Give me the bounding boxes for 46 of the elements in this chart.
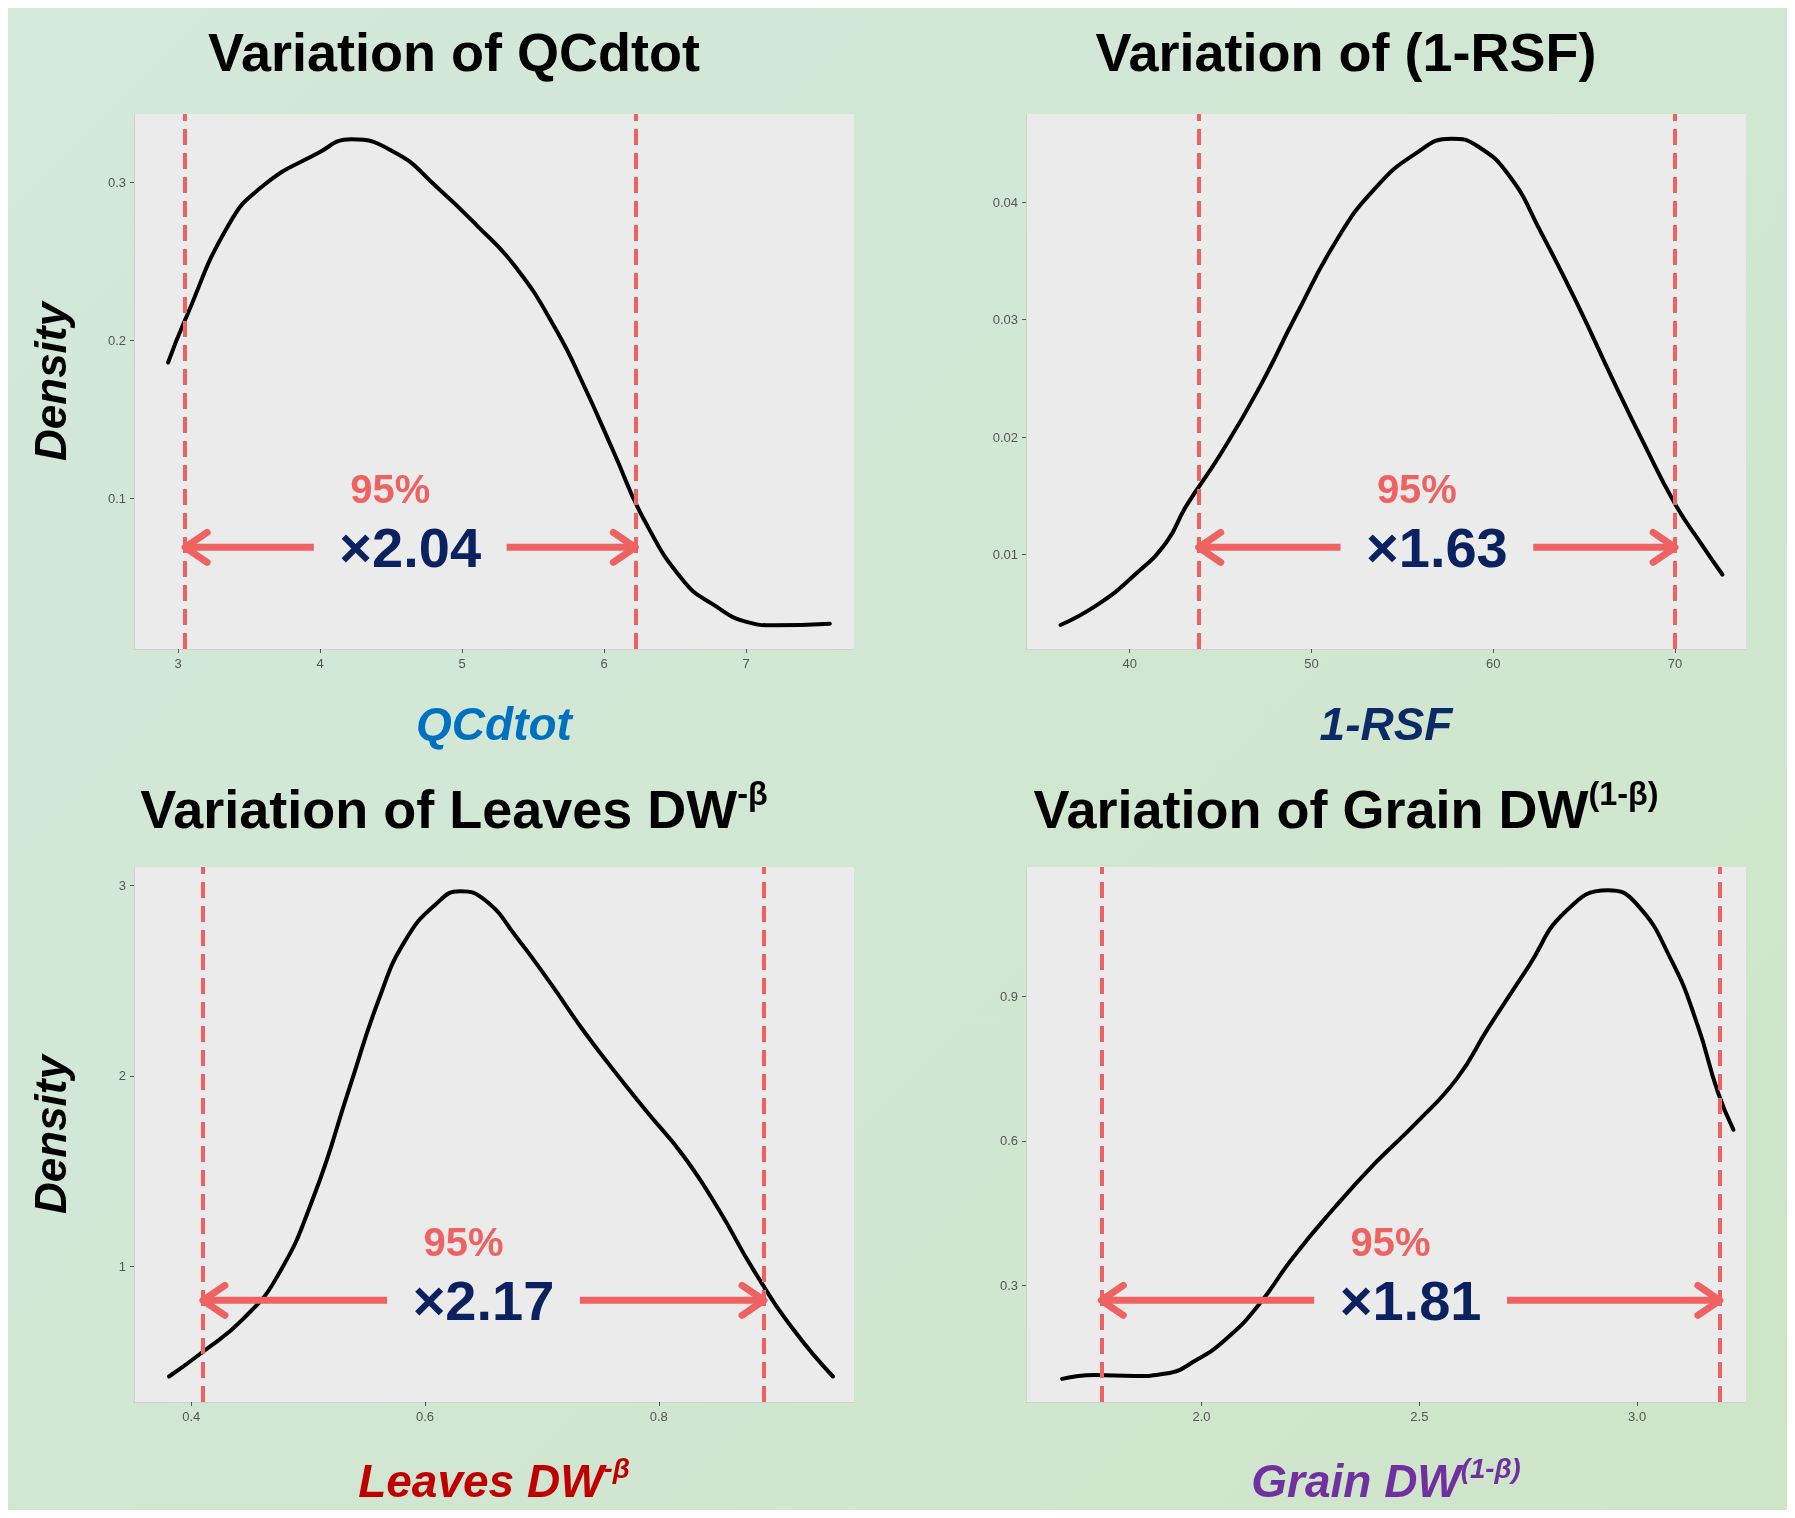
line-series (167, 889, 835, 1379)
y-tick-label: 0.6 (999, 1133, 1018, 1149)
x-tick-label: 50 (1304, 656, 1319, 671)
y-tick-label: 2 (118, 1068, 126, 1084)
annotation: 95% (423, 1219, 504, 1264)
chart-title: Variation of (1-RSF) (1095, 22, 1597, 82)
x-tick-label: 40 (1122, 656, 1137, 671)
x-tick-label: 3 (174, 656, 182, 671)
y-tick-label: 0.3 (999, 1277, 1018, 1293)
y-axis-title: Density (25, 299, 75, 461)
x-tick-label: 7 (742, 656, 750, 671)
annotation: ×2.04 (339, 515, 482, 579)
x-axis-title: QCdtot (416, 698, 574, 750)
y-tick-label: 0.1 (107, 491, 126, 507)
x-tick-label: 0.4 (182, 1409, 201, 1424)
x-tick-label: 0.8 (649, 1409, 668, 1424)
x-tick-label: 70 (1667, 656, 1683, 671)
x-tick-label: 2.0 (1192, 1409, 1211, 1424)
line-series (166, 137, 832, 628)
y-tick-label: 0.02 (992, 429, 1018, 445)
y-tick-label: 0.9 (999, 988, 1018, 1004)
x-tick-label: 3.0 (1628, 1409, 1647, 1424)
x-tick-label: 0.6 (416, 1409, 435, 1424)
y-tick-label: 0.3 (107, 174, 126, 190)
y-tick-label: 3 (118, 877, 126, 893)
x-tick-label: 2.5 (1410, 1409, 1429, 1424)
y-tick-label: 1 (118, 1258, 126, 1274)
x-axis-title: 1-RSF (1319, 698, 1455, 750)
annotation: ×1.81 (1339, 1268, 1482, 1332)
line-series (1060, 888, 1736, 1381)
line-series (1058, 136, 1725, 628)
chart-title: Variation of QCdtot (208, 22, 700, 82)
y-tick-label: 0.04 (992, 194, 1018, 210)
annotation: ×2.17 (412, 1268, 555, 1332)
annotation: ×1.63 (1366, 515, 1508, 579)
x-tick-label: 5 (458, 656, 466, 671)
x-tick-label: 60 (1486, 656, 1501, 671)
x-tick-label: 4 (316, 656, 324, 671)
y-axis-title: Density (25, 1052, 75, 1214)
annotation: 95% (1350, 1219, 1431, 1264)
annotation: 95% (1376, 466, 1457, 511)
annotation: 95% (350, 466, 431, 511)
y-tick-label: 0.01 (992, 547, 1018, 563)
y-tick-label: 0.2 (107, 332, 126, 348)
y-tick-label: 0.03 (992, 312, 1018, 328)
x-tick-label: 6 (600, 656, 608, 671)
